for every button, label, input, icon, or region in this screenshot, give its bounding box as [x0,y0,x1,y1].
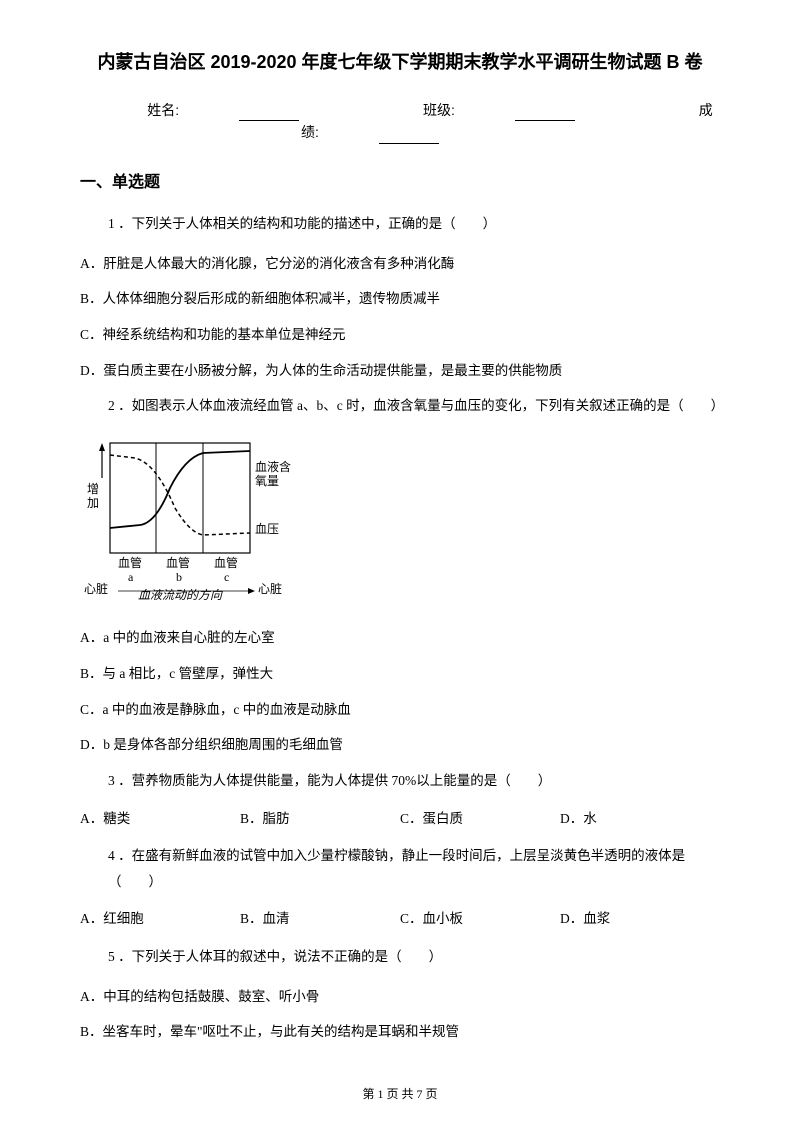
q3-option-a: A．糖类 [80,808,240,830]
q1-option-b: B．人体体细胞分裂后形成的新细胞体积减半，遗传物质减半 [80,286,720,312]
q3-stem: 3 ．营养物质能为人体提供能量，能为人体提供 70%以上能量的是（ ） [108,768,720,794]
q1-option-c: C．神经系统结构和功能的基本单位是神经元 [80,322,720,348]
vessel-b-label: 血管 [166,555,190,570]
class-field: 班级: [393,102,605,118]
q1-stem: 1 ．下列关于人体相关的结构和功能的描述中，正确的是（ ） [108,211,720,237]
info-row: 姓名: 班级: 成绩: [80,99,720,144]
q2-option-a: A．a 中的血液来自心脏的左心室 [80,625,720,651]
vessel-a-letter: a [128,570,134,584]
vessel-c-letter: c [224,570,229,584]
q2-stem: 2 ．如图表示人体血液流经血管 a、b、c 时，血液含氧量与血压的变化，下列有关… [108,393,720,419]
q3-option-c: C．蛋白质 [400,808,560,830]
exam-title: 内蒙古自治区 2019-2020 年度七年级下学期期末教学水平调研生物试题 B … [80,48,720,77]
q5-option-b: B．坐客车时，晕车"呕吐不止，与此有关的结构是耳蜗和半规管 [80,1019,720,1045]
right-heart-label: 心脏 [258,581,282,596]
vessel-a-label: 血管 [118,555,142,570]
blood-chart: 血液含氧量 血压 增加 血管 a 血管 b 血管 c 心脏 心脏 血液流动的方向 [80,433,310,603]
q4-options: A．红细胞 B．血清 C．血小板 D．血浆 [80,908,720,930]
chart-container: 血液含氧量 血压 增加 血管 a 血管 b 血管 c 心脏 心脏 血液流动的方向 [80,433,720,611]
q4-option-d: D．血浆 [560,908,720,930]
q5-option-a: A．中耳的结构包括鼓膜、鼓室、听小骨 [80,984,720,1010]
q2-option-d: D．b 是身体各部分组织细胞周围的毛细血管 [80,732,720,758]
pressure-label: 血压 [255,522,279,536]
y-axis-label: 增加 [87,482,99,510]
q2-option-b: B．与 a 相比，c 管壁厚，弹性大 [80,661,720,687]
flow-label: 血液流动的方向 [138,588,223,602]
oxygen-label: 血液含氧量 [255,459,291,488]
q5-stem: 5 ．下列关于人体耳的叙述中，说法不正确的是（ ） [108,944,720,970]
q2-option-c: C．a 中的血液是静脉血，c 中的血液是动脉血 [80,697,720,723]
section-header: 一、单选题 [80,170,720,196]
q3-options: A．糖类 B．脂肪 C．蛋白质 D．水 [80,808,720,830]
q1-option-a: A．肝脏是人体最大的消化腺，它分泌的消化液含有多种消化酶 [80,251,720,277]
name-field: 姓名: [117,102,329,118]
left-heart-label: 心脏 [84,581,108,596]
page-footer: 第 1 页 共 7 页 [0,1085,800,1104]
q4-stem: 4 ．在盛有新鲜血液的试管中加入少量柠檬酸钠，静止一段时间后，上层呈淡黄色半透明… [108,843,720,894]
q4-option-c: C．血小板 [400,908,560,930]
q4-option-a: A．红细胞 [80,908,240,930]
vessel-c-label: 血管 [214,555,238,570]
q3-option-b: B．脂肪 [240,808,400,830]
q3-option-d: D．水 [560,808,720,830]
q4-option-b: B．血清 [240,908,400,930]
q1-option-d: D．蛋白质主要在小肠被分解，为人体的生命活动提供能量，是最主要的供能物质 [80,358,720,384]
vessel-b-letter: b [176,570,182,584]
